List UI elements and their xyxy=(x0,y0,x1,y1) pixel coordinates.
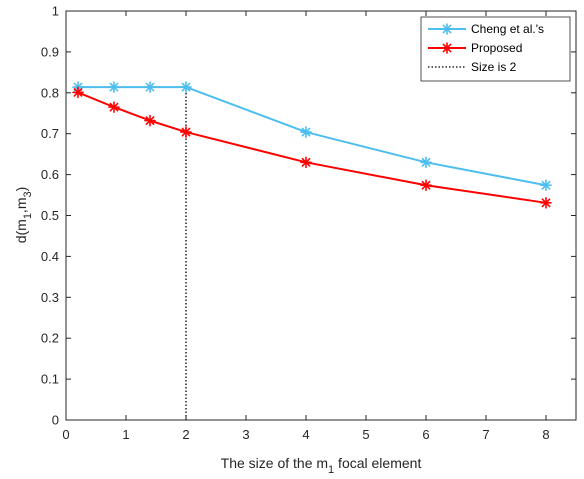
legend-label-2: Proposed xyxy=(471,41,522,55)
y-tick-label: 0 xyxy=(52,413,59,428)
y-tick-label: 0.3 xyxy=(41,290,59,305)
y-tick-label: 0.1 xyxy=(41,372,59,387)
legend-marker-1 xyxy=(441,23,453,35)
y-tick-label: 0.8 xyxy=(41,85,59,100)
series-1-point xyxy=(300,126,312,138)
x-tick-label: 0 xyxy=(62,427,69,442)
series-2-point xyxy=(72,86,84,99)
x-tick-label: 2 xyxy=(182,427,189,442)
series-2-point xyxy=(300,156,312,169)
series-1-point xyxy=(108,81,120,93)
y-tick-label: 0.5 xyxy=(41,208,59,223)
x-tick-label: 5 xyxy=(362,427,369,442)
y-tick-label: 0.7 xyxy=(41,126,59,141)
legend-label-1: Cheng et al.'s xyxy=(471,22,544,36)
y-tick-label: 0.9 xyxy=(41,44,59,59)
y-tick-label: 0.6 xyxy=(41,167,59,182)
series-2-point xyxy=(180,126,192,138)
legend-label-3: Size is 2 xyxy=(471,60,517,74)
x-tick-label: 8 xyxy=(542,427,549,442)
legend: Cheng et al.'s Proposed Size is 2 xyxy=(420,16,571,82)
x-tick-label: 3 xyxy=(242,427,249,442)
x-tick-label: 6 xyxy=(422,427,429,442)
y-axis-label: d(m1,m3) xyxy=(13,187,34,244)
series-layer xyxy=(72,81,552,420)
x-tick-label: 1 xyxy=(122,427,129,442)
series-2-point xyxy=(420,179,432,192)
x-axis-label: The size of the m1 focal element xyxy=(221,455,422,476)
series-1-point xyxy=(180,81,192,93)
x-tick-label: 7 xyxy=(482,427,489,442)
series-2-point xyxy=(540,197,552,209)
ticks: 0 1 2 3 4 5 6 7 8 0 0.1 0.2 0.3 0.4 0.5 0.6 0.7 0.8 0.9 1 xyxy=(41,4,576,442)
series-1-point xyxy=(540,179,552,192)
legend-items: Cheng et al.'s Proposed Size is 2 xyxy=(428,22,544,74)
series-2-point xyxy=(144,114,156,127)
series-1-point xyxy=(144,81,156,93)
legend-marker-2 xyxy=(441,42,453,54)
series-1-point xyxy=(420,156,432,169)
y-tick-label: 1 xyxy=(52,4,59,19)
series-2-point xyxy=(108,101,120,113)
x-tick-label: 4 xyxy=(302,427,309,442)
y-tick-label: 0.4 xyxy=(41,249,59,264)
y-tick-label: 0.2 xyxy=(41,331,59,346)
